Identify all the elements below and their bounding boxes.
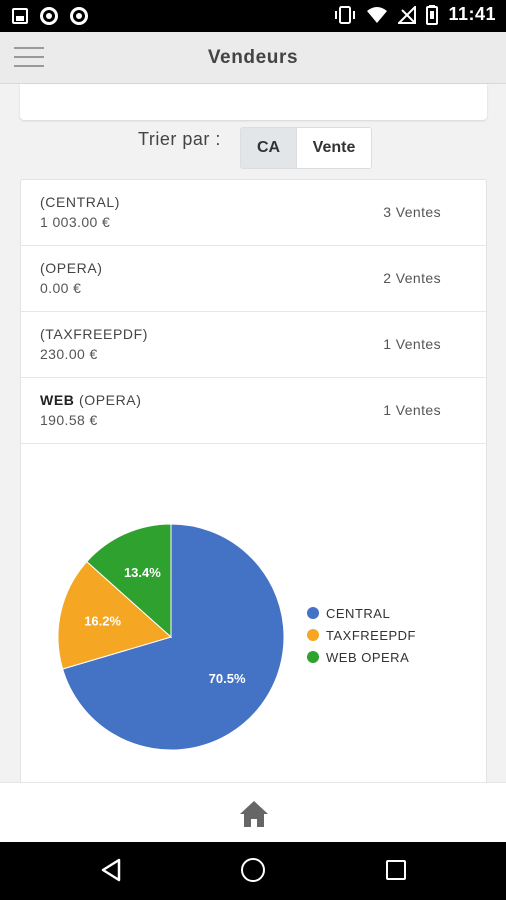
seller-amount: 190.58 €: [40, 412, 98, 428]
legend-swatch: [307, 651, 319, 663]
sort-option-vente[interactable]: Vente: [296, 128, 371, 168]
menu-icon[interactable]: [14, 44, 44, 70]
pie-slice-taxfreepdf[interactable]: [57, 560, 173, 670]
seller-row[interactable]: (OPERA) 0.00 € 2 Ventes: [21, 246, 486, 312]
bottom-toolbar: [0, 782, 506, 842]
system-icons: 11:41: [334, 4, 496, 25]
record-notification-icon: [40, 7, 58, 25]
seller-name: (CENTRAL): [40, 194, 120, 210]
pie-slice-web-opera[interactable]: [86, 523, 172, 639]
seller-sales-count: 3 Ventes: [383, 204, 441, 220]
seller-name: (TAXFREEPDF): [40, 326, 148, 342]
sort-controls: Trier par : CA Vente: [0, 127, 506, 171]
seller-store: (CENTRAL): [40, 194, 121, 210]
no-signal-icon: [398, 5, 417, 24]
seller-row[interactable]: WEB (OPERA) 190.58 € 1 Ventes: [21, 378, 486, 444]
clock: 11:41: [448, 4, 496, 24]
status-bar: 11:41: [0, 0, 506, 32]
nav-recents-icon[interactable]: [386, 860, 406, 880]
wifi-icon: [367, 6, 388, 23]
pie-data-label: 16.2%: [84, 614, 121, 629]
sort-option-ca[interactable]: CA: [241, 128, 296, 168]
seller-amount: 1 003.00 €: [40, 214, 111, 230]
nav-back-icon[interactable]: [100, 858, 122, 882]
seller-amount: 230.00 €: [40, 346, 98, 362]
legend-item: CENTRAL: [307, 602, 416, 624]
legend-swatch: [307, 607, 319, 619]
pie-data-label: 13.4%: [124, 565, 161, 580]
seller-name: (OPERA): [40, 260, 103, 276]
seller-store: (OPERA): [40, 260, 103, 276]
notification-icons: [12, 7, 88, 25]
seller-amount: 0.00 €: [40, 280, 82, 296]
seller-row[interactable]: (CENTRAL) 1 003.00 € 3 Ventes: [21, 180, 486, 246]
seller-store: (TAXFREEPDF): [40, 326, 149, 342]
legend-label: TAXFREEPDF: [326, 627, 416, 643]
seller-name: WEB (OPERA): [40, 392, 142, 408]
revenue-pie-chart: 70.5% 16.2% 13.4% CENTRAL TAXFREEPDF WEB O…: [21, 444, 486, 784]
sort-label: Trier par :: [138, 129, 221, 149]
legend-item: WEB OPERA: [307, 646, 416, 668]
sort-segmented-control: CA Vente: [240, 127, 372, 169]
seller-store: (OPERA): [78, 392, 142, 408]
nav-home-icon[interactable]: [241, 858, 265, 882]
system-navigation-bar: [0, 842, 506, 900]
page-title: Vendeurs: [207, 47, 299, 68]
image-notification-icon: [12, 8, 28, 24]
app-bar: Vendeurs: [0, 32, 506, 84]
summary-card: [20, 84, 487, 120]
battery-icon: [426, 4, 439, 25]
seller-prefix: WEB: [40, 392, 75, 408]
seller-sales-count: 1 Ventes: [383, 402, 441, 418]
pie-data-label: 70.5%: [209, 671, 246, 686]
chart-legend: CENTRAL TAXFREEPDF WEB OPERA: [307, 602, 416, 668]
legend-label: WEB OPERA: [326, 649, 410, 665]
pie-svg: 70.5% 16.2% 13.4%: [57, 523, 285, 751]
home-icon[interactable]: [238, 799, 270, 829]
legend-label: CENTRAL: [326, 605, 391, 621]
legend-item: TAXFREEPDF: [307, 624, 416, 646]
sellers-card: (CENTRAL) 1 003.00 € 3 Ventes (OPERA) 0.…: [20, 179, 487, 789]
vibrate-icon: [335, 5, 356, 24]
pie-slice-central[interactable]: [62, 523, 285, 751]
seller-sales-count: 2 Ventes: [383, 270, 441, 286]
record-notification-icon-2: [70, 7, 88, 25]
seller-row[interactable]: (TAXFREEPDF) 230.00 € 1 Ventes: [21, 312, 486, 378]
seller-sales-count: 1 Ventes: [383, 336, 441, 352]
legend-swatch: [307, 629, 319, 641]
